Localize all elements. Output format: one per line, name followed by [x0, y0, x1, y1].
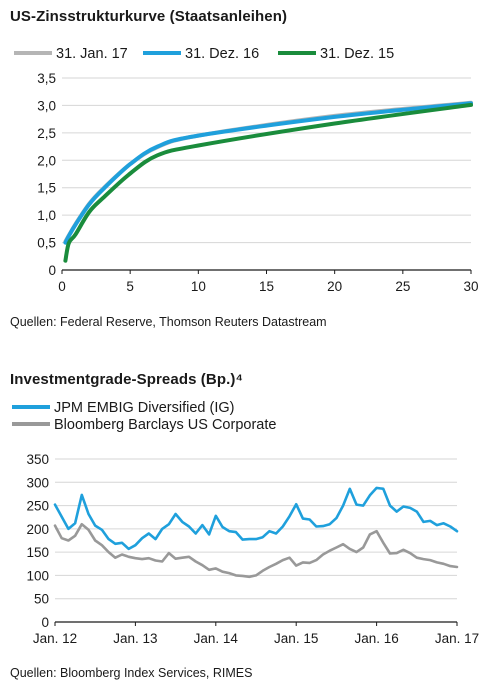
- legend-label-embig: JPM EMBIG Diversified (IG): [54, 400, 234, 416]
- chart1-title: US-Zinsstrukturkurve (Staatsanleihen): [10, 8, 288, 25]
- x-tick-label: 15: [259, 279, 274, 294]
- x-tick-label: Jan. 15: [274, 631, 318, 646]
- x-tick-label: 0: [58, 279, 66, 294]
- y-tick-label: 1,0: [37, 208, 56, 223]
- series-line-bloomberg-barclays-us-corporate: [53, 522, 459, 579]
- chart2-title: Investmentgrade-Spreads (Bp.)⁴: [10, 371, 243, 388]
- spreads-chart: JPM EMBIG Diversified (IG) Bloomberg Bar…: [12, 400, 479, 646]
- chart2-source: Quellen: Bloomberg Index Services, RIMES: [10, 666, 253, 680]
- legend-item-jan17: 31. Jan. 17: [14, 46, 128, 62]
- legend-label-dez15: 31. Dez. 15: [320, 46, 394, 62]
- y-tick-label: 0: [48, 263, 56, 278]
- chart1-gridlines: [62, 77, 471, 244]
- y-tick-label: 150: [26, 545, 49, 560]
- legend-item-embig: JPM EMBIG Diversified (IG): [12, 400, 234, 416]
- y-tick-label: 0,5: [37, 236, 56, 251]
- chart2-legend: JPM EMBIG Diversified (IG) Bloomberg Bar…: [12, 400, 276, 433]
- x-tick-label: 10: [191, 279, 206, 294]
- series-line-31-dez-16: [63, 101, 473, 245]
- x-tick-label: Jan. 12: [33, 631, 77, 646]
- chart1-y-axis: 0 0,5 1,0 1,5 2,0 2,5 3,0 3,5: [37, 71, 56, 278]
- chart1-source: Quellen: Federal Reserve, Thomson Reuter…: [10, 315, 327, 329]
- chart1-legend: 31. Jan. 17 31. Dez. 16 31. Dez. 15: [14, 46, 394, 62]
- y-tick-label: 350: [26, 452, 49, 467]
- x-tick-label: 5: [126, 279, 134, 294]
- yield-curve-chart: 31. Jan. 17 31. Dez. 16 31. Dez. 15 0 0,5…: [14, 46, 479, 294]
- legend-label-dez16: 31. Dez. 16: [185, 46, 259, 62]
- legend-label-jan17: 31. Jan. 17: [56, 46, 128, 62]
- series-line-jpm-embig-diversified-ig: [53, 486, 459, 551]
- chart1-x-axis: 0 5 10 15 20 25 30: [58, 269, 479, 294]
- x-tick-label: 25: [395, 279, 410, 294]
- series-line-31-dez-15: [63, 102, 473, 263]
- x-tick-label: 30: [463, 279, 478, 294]
- legend-item-corporate: Bloomberg Barclays US Corporate: [12, 417, 276, 433]
- y-tick-label: 250: [26, 499, 49, 514]
- y-tick-label: 3,0: [37, 98, 56, 113]
- chart2-x-axis: Jan. 12 Jan. 13 Jan. 14 Jan. 15 Jan. 16 Jan. …: [33, 621, 479, 646]
- chart2-series: [53, 486, 459, 579]
- x-tick-label: Jan. 14: [194, 631, 239, 646]
- y-tick-label: 200: [26, 522, 49, 537]
- y-tick-label: 50: [34, 592, 49, 607]
- y-tick-label: 100: [26, 568, 49, 583]
- x-tick-label: 20: [327, 279, 342, 294]
- y-tick-label: 0: [41, 615, 49, 630]
- y-tick-label: 300: [26, 475, 49, 490]
- legend-item-dez15: 31. Dez. 15: [278, 46, 394, 62]
- y-tick-label: 1,5: [37, 181, 56, 196]
- y-tick-label: 2,5: [37, 126, 56, 141]
- chart2-y-axis: 0 50 100 150 200 250 300 350: [26, 452, 49, 630]
- x-tick-label: Jan. 16: [354, 631, 398, 646]
- chart1-series: [63, 100, 473, 263]
- y-tick-label: 2,0: [37, 153, 56, 168]
- legend-label-corporate: Bloomberg Barclays US Corporate: [54, 417, 276, 433]
- x-tick-label: Jan. 17: [435, 631, 479, 646]
- y-tick-label: 3,5: [37, 71, 56, 86]
- legend-item-dez16: 31. Dez. 16: [143, 46, 259, 62]
- x-tick-label: Jan. 13: [113, 631, 157, 646]
- chart2-gridlines: [55, 458, 457, 600]
